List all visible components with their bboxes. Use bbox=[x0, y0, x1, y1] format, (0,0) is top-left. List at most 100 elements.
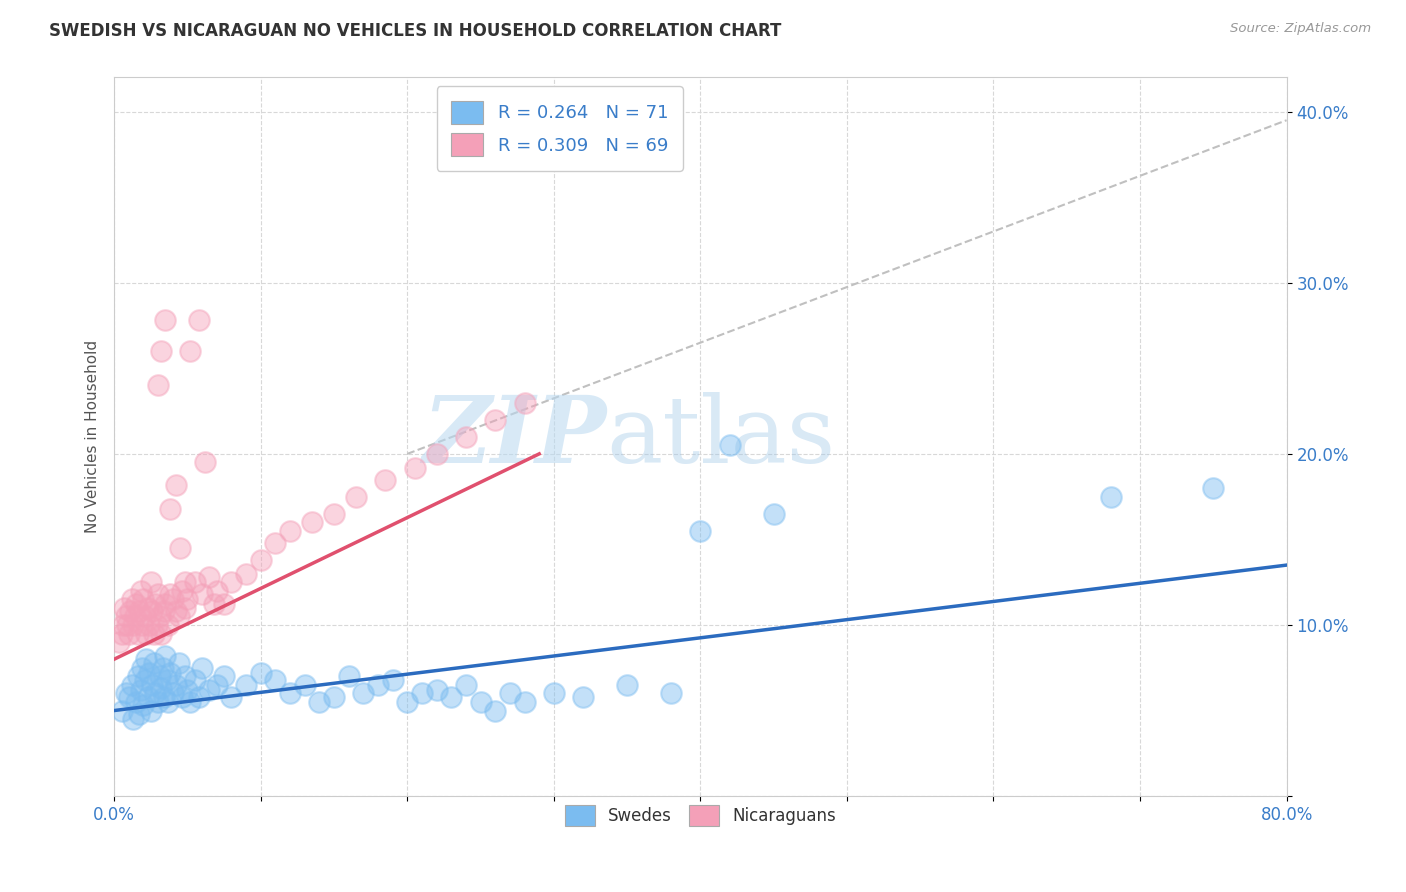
Point bbox=[173, 600, 195, 615]
Point bbox=[440, 690, 463, 704]
Point bbox=[1202, 481, 1225, 495]
Point bbox=[176, 683, 198, 698]
Point bbox=[198, 570, 221, 584]
Point bbox=[135, 652, 157, 666]
Point bbox=[107, 635, 129, 649]
Point bbox=[139, 575, 162, 590]
Point bbox=[156, 673, 179, 687]
Point bbox=[124, 609, 146, 624]
Point bbox=[136, 690, 159, 704]
Point bbox=[352, 686, 374, 700]
Point bbox=[1099, 490, 1122, 504]
Point bbox=[202, 598, 225, 612]
Point bbox=[142, 626, 165, 640]
Point bbox=[145, 618, 167, 632]
Point bbox=[323, 507, 346, 521]
Point bbox=[198, 683, 221, 698]
Point bbox=[165, 477, 187, 491]
Point bbox=[301, 516, 323, 530]
Point bbox=[132, 698, 155, 713]
Point bbox=[167, 609, 190, 624]
Point bbox=[159, 587, 181, 601]
Point bbox=[484, 412, 506, 426]
Point bbox=[159, 665, 181, 680]
Point bbox=[191, 587, 214, 601]
Point bbox=[165, 604, 187, 618]
Point bbox=[169, 541, 191, 555]
Point bbox=[205, 583, 228, 598]
Point bbox=[128, 604, 150, 618]
Point bbox=[212, 598, 235, 612]
Point bbox=[165, 678, 187, 692]
Point bbox=[155, 313, 177, 327]
Point bbox=[135, 626, 157, 640]
Point bbox=[128, 706, 150, 721]
Point bbox=[138, 665, 160, 680]
Text: atlas: atlas bbox=[606, 392, 835, 482]
Point bbox=[176, 592, 198, 607]
Point bbox=[138, 618, 160, 632]
Point bbox=[184, 575, 207, 590]
Point bbox=[150, 344, 173, 359]
Point bbox=[146, 587, 169, 601]
Point bbox=[184, 673, 207, 687]
Point bbox=[179, 695, 201, 709]
Point bbox=[235, 566, 257, 581]
Point bbox=[117, 618, 139, 632]
Point bbox=[249, 553, 271, 567]
Point bbox=[127, 626, 149, 640]
Point bbox=[155, 648, 177, 663]
Point bbox=[146, 378, 169, 392]
Text: ZIP: ZIP bbox=[422, 392, 606, 482]
Point bbox=[132, 592, 155, 607]
Point bbox=[404, 460, 426, 475]
Point bbox=[120, 604, 142, 618]
Point bbox=[170, 583, 193, 598]
Point bbox=[131, 618, 153, 632]
Point bbox=[205, 678, 228, 692]
Point bbox=[221, 575, 243, 590]
Point bbox=[134, 673, 156, 687]
Point bbox=[149, 609, 172, 624]
Point bbox=[616, 678, 638, 692]
Point bbox=[127, 669, 149, 683]
Point bbox=[153, 604, 176, 618]
Point bbox=[454, 430, 477, 444]
Point bbox=[264, 673, 287, 687]
Point bbox=[118, 690, 141, 704]
Y-axis label: No Vehicles in Household: No Vehicles in Household bbox=[86, 340, 100, 533]
Point bbox=[659, 686, 682, 700]
Point bbox=[129, 683, 152, 698]
Point bbox=[374, 473, 396, 487]
Point bbox=[157, 618, 180, 632]
Point bbox=[381, 673, 404, 687]
Point bbox=[125, 598, 148, 612]
Point bbox=[337, 669, 360, 683]
Point bbox=[689, 524, 711, 538]
Point bbox=[121, 678, 143, 692]
Point bbox=[454, 678, 477, 692]
Point bbox=[718, 438, 741, 452]
Point bbox=[139, 704, 162, 718]
Point bbox=[278, 686, 301, 700]
Point bbox=[173, 669, 195, 683]
Point bbox=[323, 690, 346, 704]
Point bbox=[170, 690, 193, 704]
Point bbox=[162, 686, 184, 700]
Point bbox=[143, 598, 166, 612]
Point bbox=[249, 665, 271, 680]
Point bbox=[572, 690, 595, 704]
Point bbox=[149, 669, 172, 683]
Point bbox=[344, 490, 367, 504]
Point bbox=[129, 583, 152, 598]
Point bbox=[188, 690, 211, 704]
Point bbox=[367, 678, 389, 692]
Legend: Swedes, Nicaraguans: Swedes, Nicaraguans bbox=[557, 797, 844, 835]
Text: Source: ZipAtlas.com: Source: ZipAtlas.com bbox=[1230, 22, 1371, 36]
Point bbox=[143, 686, 166, 700]
Point bbox=[191, 661, 214, 675]
Point bbox=[235, 678, 257, 692]
Point bbox=[484, 704, 506, 718]
Point bbox=[110, 626, 132, 640]
Point bbox=[122, 712, 145, 726]
